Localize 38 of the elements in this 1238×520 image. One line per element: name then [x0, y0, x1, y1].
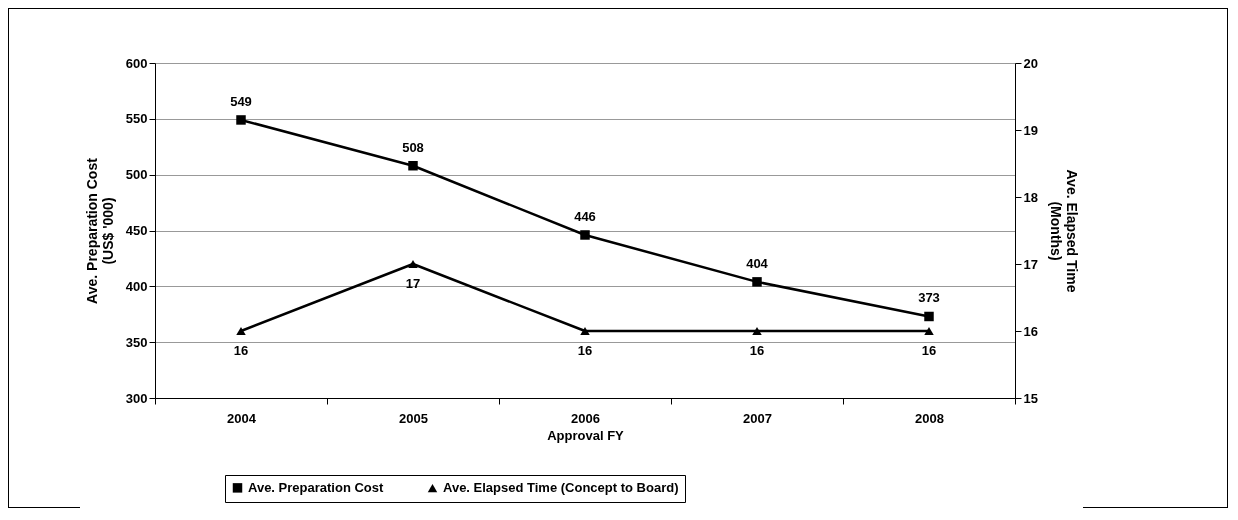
legend-label: Ave. Elapsed Time (Concept to Board) — [443, 480, 679, 496]
y-tick-label: 550 — [125, 111, 148, 127]
data-label: 16 — [233, 343, 249, 358]
y2-tick-label: 19 — [1023, 122, 1038, 138]
x-axis-title: Approval FY — [547, 427, 625, 443]
point — [408, 160, 418, 171]
y-tick-label: 400 — [125, 278, 148, 294]
y-tick-label: 300 — [125, 390, 148, 406]
y-tick-label: 450 — [125, 223, 148, 238]
y-tick-label: 600 — [125, 55, 148, 71]
data-label: 16 — [577, 343, 593, 358]
point — [752, 277, 762, 287]
y2-tick-label: 17 — [1023, 256, 1038, 272]
y-axis-title: Ave. Preparation Cost (US$ '000) — [83, 157, 116, 304]
y2-tick-label: 16 — [1023, 323, 1038, 339]
y2-tick-label: 18 — [1023, 189, 1038, 205]
x-tick-label: 2005 — [399, 410, 428, 426]
x-tick-label: 2004 — [227, 410, 257, 426]
data-label: 549 — [230, 93, 252, 109]
point — [924, 311, 934, 322]
y-tick-label: 500 — [125, 167, 148, 183]
x-tick-label: 2008 — [915, 410, 944, 426]
data-label: 17 — [405, 276, 421, 291]
data-label: 404 — [746, 255, 769, 271]
point — [580, 230, 590, 240]
y-tick-label: 350 — [125, 334, 148, 350]
x-tick-label: 2006 — [571, 410, 600, 426]
y2-axis-title: Ave. Elapsed Time (Months) — [1047, 169, 1080, 293]
x-tick-label: 2007 — [743, 410, 772, 426]
y2-tick-label: 15 — [1023, 390, 1038, 406]
data-label: 373 — [918, 290, 940, 306]
data-label: 508 — [402, 139, 424, 155]
data-label: 446 — [574, 208, 596, 224]
data-label: 16 — [749, 343, 765, 358]
point — [236, 115, 246, 125]
data-label: 16 — [921, 343, 937, 358]
y2-tick-label: 20 — [1023, 55, 1038, 71]
legend-label: Ave. Preparation Cost — [248, 479, 384, 495]
